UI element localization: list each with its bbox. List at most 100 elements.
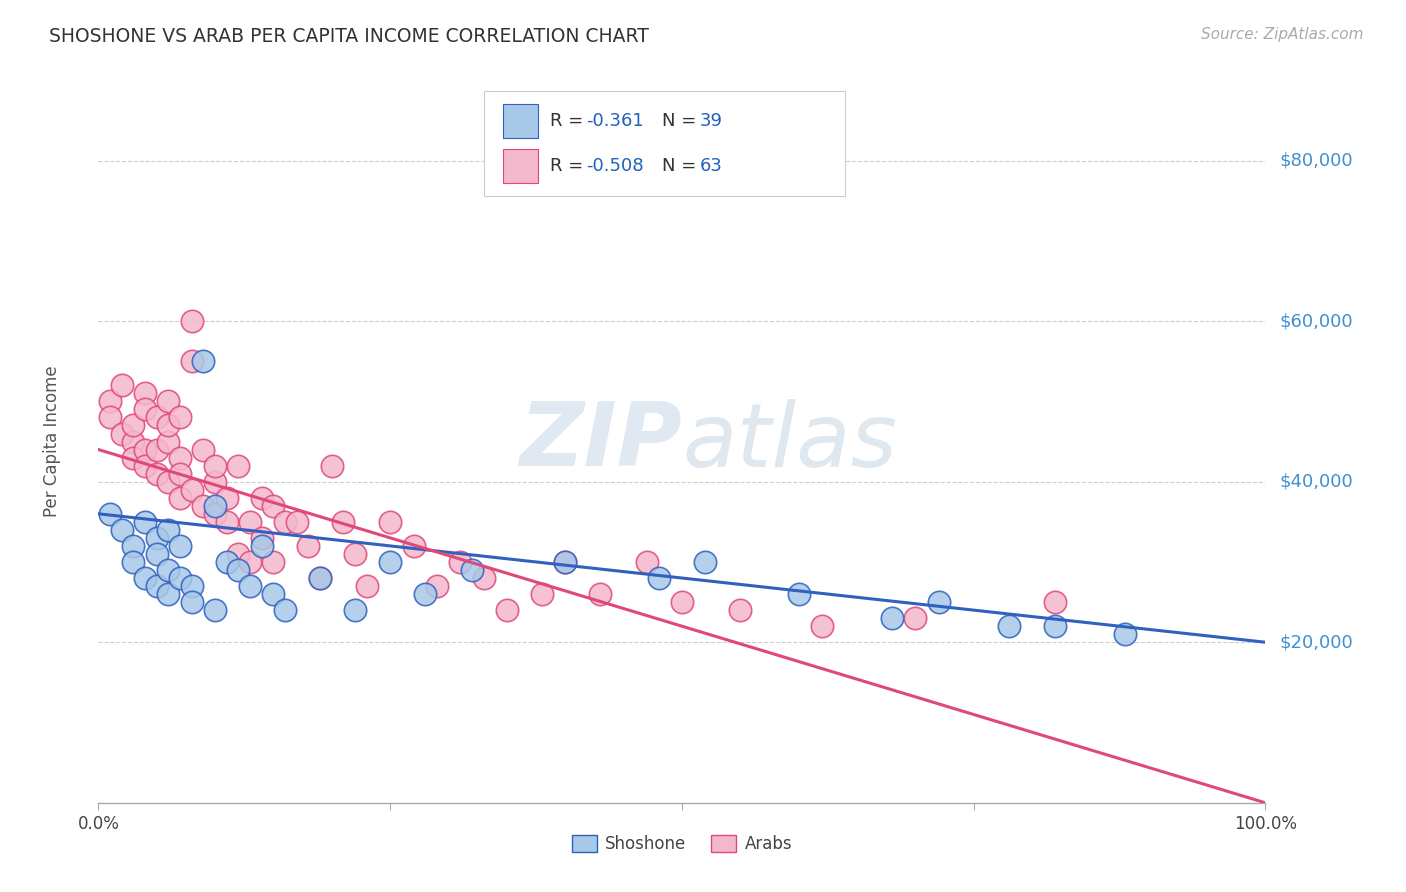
Point	[647, 571, 669, 585]
Point	[215, 491, 238, 505]
Point	[157, 523, 180, 537]
Point	[344, 603, 367, 617]
Point	[157, 475, 180, 489]
Point	[134, 458, 156, 473]
Point	[204, 603, 226, 617]
Point	[122, 434, 145, 449]
Point	[274, 603, 297, 617]
Text: $20,000: $20,000	[1279, 633, 1353, 651]
Point	[309, 571, 332, 585]
Text: -0.508: -0.508	[586, 157, 644, 175]
Point	[239, 555, 262, 569]
Point	[193, 354, 215, 368]
Text: 39: 39	[699, 112, 723, 130]
Point	[811, 619, 834, 633]
FancyBboxPatch shape	[484, 91, 845, 196]
Point	[98, 410, 121, 425]
Point	[449, 555, 471, 569]
Point	[193, 499, 215, 513]
Point	[250, 491, 273, 505]
Point	[413, 587, 436, 601]
Point	[344, 547, 367, 561]
Point	[146, 442, 169, 457]
Point	[169, 571, 191, 585]
Point	[122, 450, 145, 465]
Text: $40,000: $40,000	[1279, 473, 1353, 491]
Point	[180, 579, 202, 593]
Point	[157, 434, 180, 449]
Point	[180, 314, 202, 328]
Point	[122, 555, 145, 569]
Point	[193, 442, 215, 457]
Point	[146, 531, 169, 545]
Point	[402, 539, 425, 553]
Point	[134, 442, 156, 457]
Legend: Shoshone, Arabs: Shoshone, Arabs	[565, 828, 799, 860]
Point	[380, 515, 402, 529]
Point	[146, 579, 169, 593]
Point	[169, 450, 191, 465]
Point	[262, 499, 284, 513]
Point	[309, 571, 332, 585]
Point	[530, 587, 553, 601]
Point	[997, 619, 1019, 633]
Point	[157, 418, 180, 433]
Point	[671, 595, 693, 609]
Point	[180, 354, 202, 368]
Point	[157, 587, 180, 601]
Point	[880, 611, 903, 625]
Point	[134, 386, 156, 401]
Point	[274, 515, 297, 529]
Point	[122, 418, 145, 433]
Point	[472, 571, 495, 585]
Point	[695, 555, 717, 569]
Text: N =: N =	[662, 157, 702, 175]
Point	[122, 539, 145, 553]
Point	[111, 378, 134, 392]
Point	[589, 587, 612, 601]
Text: R =: R =	[550, 157, 589, 175]
Point	[730, 603, 752, 617]
Point	[239, 515, 262, 529]
Point	[146, 547, 169, 561]
Point	[928, 595, 950, 609]
Point	[636, 555, 658, 569]
Text: R =: R =	[550, 112, 589, 130]
Point	[904, 611, 927, 625]
Point	[169, 410, 191, 425]
Point	[169, 467, 191, 481]
Point	[111, 426, 134, 441]
Point	[1045, 619, 1067, 633]
Point	[285, 515, 308, 529]
Point	[204, 475, 226, 489]
Text: SHOSHONE VS ARAB PER CAPITA INCOME CORRELATION CHART: SHOSHONE VS ARAB PER CAPITA INCOME CORRE…	[49, 27, 650, 45]
Point	[262, 587, 284, 601]
Point	[228, 458, 250, 473]
Point	[157, 563, 180, 577]
Point	[204, 499, 226, 513]
Point	[1114, 627, 1136, 641]
Point	[228, 547, 250, 561]
Point	[134, 515, 156, 529]
Point	[1045, 595, 1067, 609]
Point	[134, 571, 156, 585]
Text: $80,000: $80,000	[1279, 152, 1353, 169]
Point	[426, 579, 449, 593]
Point	[380, 555, 402, 569]
Point	[180, 595, 202, 609]
FancyBboxPatch shape	[503, 149, 538, 183]
Point	[787, 587, 810, 601]
Point	[146, 467, 169, 481]
Point	[204, 507, 226, 521]
Point	[262, 555, 284, 569]
Text: Per Capita Income: Per Capita Income	[42, 366, 60, 517]
Text: 63: 63	[699, 157, 723, 175]
Point	[111, 523, 134, 537]
Point	[134, 402, 156, 417]
Text: $60,000: $60,000	[1279, 312, 1353, 330]
Point	[215, 515, 238, 529]
Point	[554, 555, 576, 569]
Text: -0.361: -0.361	[586, 112, 644, 130]
Text: Source: ZipAtlas.com: Source: ZipAtlas.com	[1201, 27, 1364, 42]
Point	[332, 515, 354, 529]
